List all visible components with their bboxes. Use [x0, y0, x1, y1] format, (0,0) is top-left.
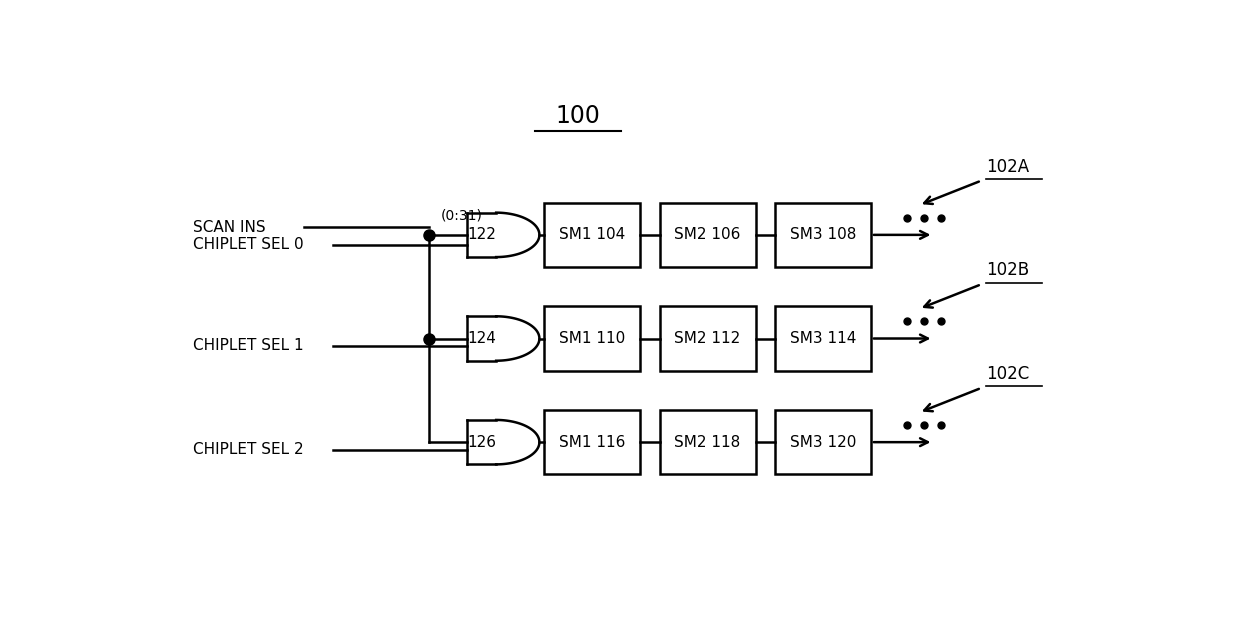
Text: SM1 116: SM1 116 [559, 435, 625, 450]
Bar [775, 306, 870, 370]
Text: 124: 124 [467, 331, 496, 346]
Text: SM3 114: SM3 114 [790, 331, 856, 346]
Bar [544, 306, 640, 370]
Text: SM1 104: SM1 104 [559, 228, 625, 242]
Text: SCAN INS: SCAN INS [193, 220, 267, 235]
Text: 100: 100 [556, 104, 600, 128]
Text: 102A: 102A [986, 158, 1029, 176]
Text: SM2 106: SM2 106 [675, 228, 740, 242]
Text: CHIPLET SEL 2: CHIPLET SEL 2 [193, 442, 304, 457]
Bar [660, 410, 755, 474]
Bar [660, 203, 755, 267]
Text: SM3 108: SM3 108 [790, 228, 856, 242]
Bar [660, 306, 755, 370]
Bar [544, 203, 640, 267]
Text: 126: 126 [467, 435, 496, 450]
Text: 102B: 102B [986, 262, 1029, 279]
Bar [775, 203, 870, 267]
Bar [775, 410, 870, 474]
Bar [544, 410, 640, 474]
Text: SM2 112: SM2 112 [675, 331, 740, 346]
Text: CHIPLET SEL 1: CHIPLET SEL 1 [193, 338, 304, 353]
Text: SM1 110: SM1 110 [559, 331, 625, 346]
Text: SM3 120: SM3 120 [790, 435, 856, 450]
Text: (0:31): (0:31) [440, 208, 482, 222]
Text: SM2 118: SM2 118 [675, 435, 740, 450]
Text: 122: 122 [467, 228, 496, 242]
Text: 102C: 102C [986, 365, 1029, 383]
Text: CHIPLET SEL 0: CHIPLET SEL 0 [193, 237, 304, 253]
